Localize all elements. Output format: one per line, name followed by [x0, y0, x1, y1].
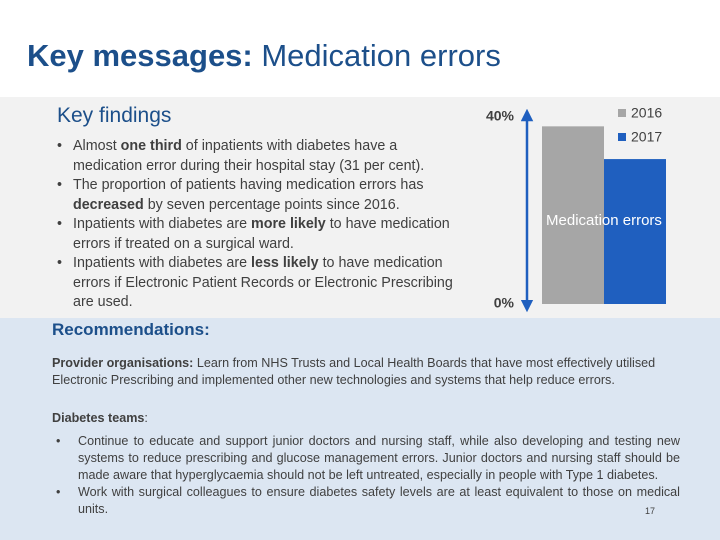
finding: The proportion of patients having medica…	[57, 176, 469, 215]
text: to have medication errors if treated on …	[73, 216, 450, 252]
finding: Inpatients with diabetes are less likely…	[57, 254, 469, 313]
text: to have medication errors if Electronic …	[73, 255, 453, 310]
teams-list: Continue to educate and support junior d…	[52, 433, 680, 518]
chart: 0% 40% 2016 2017	[486, 105, 666, 313]
title: Key messages: Medication errors	[27, 38, 501, 74]
teams-label: Diabetes teams:	[52, 411, 148, 425]
team-item: Work with surgical colleagues to ensure …	[52, 484, 680, 518]
text: Inpatients with diabetes are	[73, 255, 252, 271]
text: Almost	[73, 138, 121, 154]
y-tick-label: 40%	[486, 108, 515, 124]
y-tick-label: 0%	[494, 295, 515, 311]
team-item: Continue to educate and support junior d…	[52, 433, 680, 484]
page-number: 17	[645, 506, 656, 516]
text: by seven percentage points since 2016.	[143, 196, 400, 213]
text: Learn from NHS Trusts and Local Health B…	[52, 356, 656, 387]
text: Inpatients with diabetes are	[73, 216, 252, 232]
finding: Almost one third of inpatients with diab…	[57, 137, 469, 176]
bar	[604, 159, 666, 304]
text-bold: more likely	[251, 216, 326, 232]
recommendations-title: Recommendations:	[52, 320, 210, 339]
title-bold: Key messages:	[27, 38, 253, 73]
text: The proportion of patients having medica…	[73, 177, 424, 193]
label-bold: Diabetes teams	[52, 411, 145, 425]
text: of inpatients with diabetes have a medic…	[73, 138, 425, 174]
text-bold: decreased	[73, 196, 144, 213]
label-bold: Provider organisations:	[52, 356, 194, 370]
legend-swatch	[618, 133, 626, 141]
findings-title: Key findings	[57, 104, 172, 127]
title-rest: Medication errors	[252, 38, 501, 73]
category-label: Medication errors	[546, 212, 662, 229]
text-bold: one third	[120, 138, 182, 154]
legend-label: 2016	[631, 105, 662, 121]
colon: :	[144, 411, 148, 425]
finding: Inpatients with diabetes are more likely…	[57, 215, 469, 254]
bar	[542, 126, 604, 304]
findings-list: Almost one third of inpatients with diab…	[57, 137, 469, 313]
legend-label: 2017	[631, 129, 662, 145]
provider-paragraph: Provider organisations: Learn from NHS T…	[52, 355, 682, 389]
text-bold: less likely	[251, 255, 319, 271]
legend-swatch	[618, 109, 626, 117]
